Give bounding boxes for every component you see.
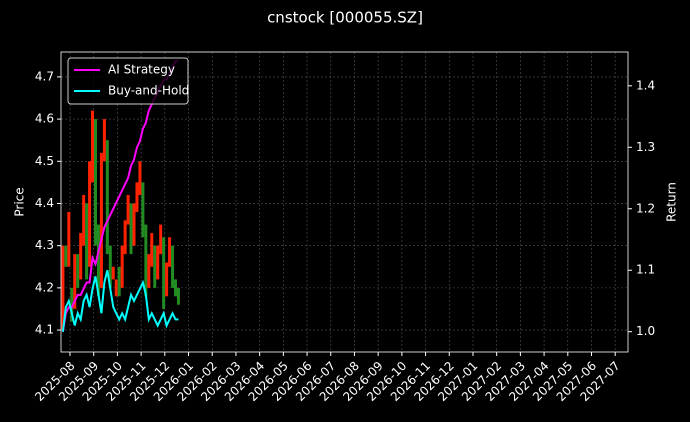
y-tick-label: 4.7 bbox=[35, 69, 54, 83]
candle bbox=[70, 287, 74, 322]
y-tick-label: 4.2 bbox=[35, 280, 54, 294]
candle bbox=[105, 140, 109, 255]
plot-frame bbox=[60, 51, 629, 353]
candle bbox=[88, 161, 92, 267]
candle bbox=[111, 266, 115, 280]
series-line bbox=[61, 270, 179, 332]
y-tick-label: 4.5 bbox=[35, 154, 54, 168]
candle bbox=[168, 237, 172, 267]
legend-label: Buy-and-Hold bbox=[108, 84, 189, 98]
y-tick-label: 4.1 bbox=[35, 323, 54, 337]
candle bbox=[93, 119, 97, 246]
y2-tick-label: 1.3 bbox=[636, 140, 655, 154]
candle bbox=[138, 161, 142, 196]
candle bbox=[120, 245, 124, 288]
candle bbox=[144, 224, 148, 297]
y2-axis-label: Return bbox=[665, 182, 679, 222]
y-tick-label: 4.6 bbox=[35, 112, 54, 126]
candle bbox=[135, 182, 139, 212]
candle bbox=[123, 220, 127, 255]
candle bbox=[114, 279, 118, 297]
y2-tick-label: 1.0 bbox=[636, 324, 655, 338]
candle bbox=[73, 254, 77, 309]
candle bbox=[150, 233, 154, 267]
candle bbox=[176, 287, 180, 305]
candle bbox=[102, 119, 106, 162]
candle bbox=[156, 245, 160, 280]
candle bbox=[91, 110, 95, 183]
chart-title: cnstock [000055.SZ] bbox=[267, 9, 423, 27]
candle bbox=[171, 245, 175, 288]
candle bbox=[141, 182, 145, 238]
candle bbox=[159, 224, 163, 255]
candle bbox=[147, 254, 151, 288]
y2-tick-label: 1.1 bbox=[636, 263, 655, 277]
candle bbox=[79, 233, 83, 280]
candle bbox=[117, 266, 121, 297]
candle bbox=[67, 211, 71, 267]
candle bbox=[126, 195, 130, 225]
y-axis-label: Price bbox=[13, 187, 27, 216]
legend-label: AI Strategy bbox=[108, 63, 175, 77]
candle bbox=[108, 245, 112, 288]
candle bbox=[96, 224, 100, 297]
y2-tick-label: 1.4 bbox=[636, 78, 655, 92]
candle bbox=[61, 245, 65, 331]
candle bbox=[85, 203, 89, 280]
candle bbox=[153, 245, 157, 288]
candle bbox=[64, 245, 68, 267]
candle bbox=[162, 237, 166, 309]
candle bbox=[165, 262, 169, 297]
candle bbox=[99, 152, 103, 288]
candle bbox=[129, 203, 133, 255]
candle bbox=[82, 195, 86, 246]
plot bbox=[61, 60, 180, 332]
y-tick-label: 4.3 bbox=[35, 238, 54, 252]
candle bbox=[76, 254, 80, 288]
y-tick-label: 4.4 bbox=[35, 196, 54, 210]
candle bbox=[173, 279, 177, 297]
y2-tick-label: 1.2 bbox=[636, 201, 655, 215]
candle bbox=[132, 203, 136, 246]
